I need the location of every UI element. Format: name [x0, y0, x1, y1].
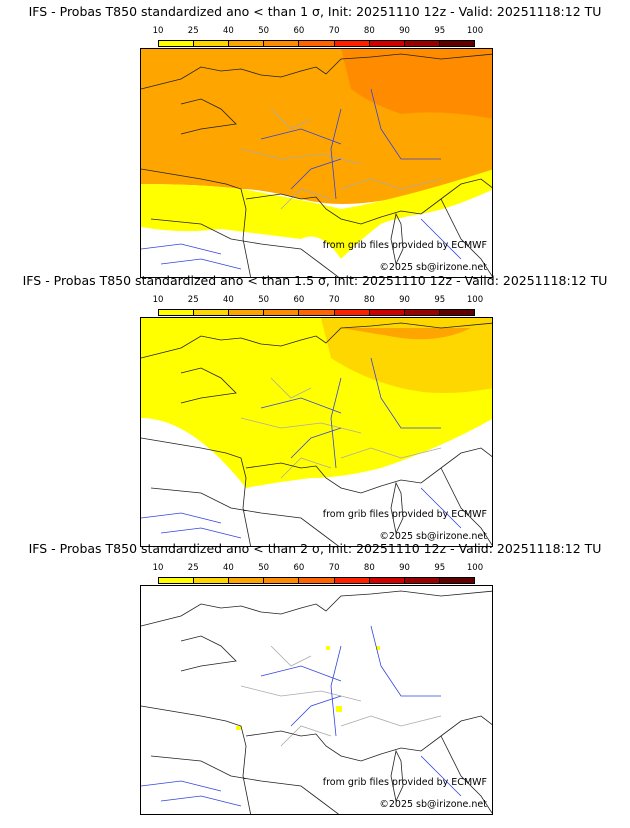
colorbar-swatch [439, 310, 474, 315]
colorbar-tick-label: 70 [328, 563, 340, 573]
borders [240, 377, 442, 479]
colorbar-tick-label: 70 [328, 26, 340, 36]
colorbar-tick-label: 40 [223, 26, 234, 36]
colorbar-tick-label: 80 [363, 295, 375, 305]
colorbar-tick-label: 40 [223, 563, 234, 573]
colorbar-swatch [334, 310, 370, 315]
colorbar-swatch [229, 41, 265, 46]
colorbar-swatch [334, 41, 370, 46]
map-panel: IFS - Probas T850 standardized ano < tha… [0, 537, 630, 815]
colorbar-swatch [159, 578, 195, 583]
colorbar-tick-label: 100 [466, 26, 484, 36]
probability-area [236, 646, 380, 730]
colorbar-swatch [229, 310, 265, 315]
colorbar-tick-label: 60 [293, 295, 305, 305]
borders [240, 108, 442, 210]
probability-area [341, 328, 471, 340]
colorbar-tick-label: 60 [293, 563, 305, 573]
colorbar-swatch [159, 310, 195, 315]
colorbar-tick-label: 50 [258, 563, 270, 573]
coastlines [141, 590, 492, 814]
colorbar-swatch [439, 578, 474, 583]
map-panel: IFS - Probas T850 standardized ano < tha… [0, 0, 630, 278]
colorbar: 10 25 40 50 60 70 80 90 95 100 [153, 295, 483, 316]
rivers [141, 625, 462, 807]
colorbar: 10 25 40 50 60 70 80 90 95 100 [153, 26, 483, 47]
copyright: ©2025 sb@irizone.net [379, 799, 487, 810]
colorbar-tick-label: 70 [328, 295, 340, 305]
colorbar-tick-label: 50 [258, 26, 270, 36]
colorbar-swatch [404, 578, 440, 583]
colorbar-swatch [404, 41, 440, 46]
colorbar-tick-label: 95 [434, 26, 446, 36]
panel-title: IFS - Probas T850 standardized ano < tha… [22, 273, 608, 288]
colorbar-swatch [369, 310, 405, 315]
colorbar-tick-label: 90 [399, 295, 410, 305]
coastlines [141, 53, 492, 277]
colorbar-swatch [334, 578, 370, 583]
colorbar-swatch [299, 578, 335, 583]
copyright: ©2025 sb@irizone.net [379, 531, 487, 542]
colorbar-tick-label: 80 [363, 563, 375, 573]
panel-title: IFS - Probas T850 standardized ano < tha… [28, 541, 602, 556]
colorbar-swatch [299, 41, 335, 46]
colorbar-tick-label: 100 [466, 295, 484, 305]
colorbar-tick-label: 60 [293, 26, 305, 36]
rivers [141, 88, 462, 270]
colorbar-tick-label: 10 [152, 295, 164, 305]
colorbar-tick-label: 50 [258, 295, 270, 305]
colorbar-tick-label: 25 [187, 26, 199, 36]
probability-area [341, 49, 492, 119]
colorbar-tick-label: 10 [152, 26, 164, 36]
source-credit: from grib files provided by ECMWF [322, 509, 487, 520]
rivers [141, 357, 462, 539]
colorbar-swatch [194, 578, 230, 583]
colorbar-swatch [159, 41, 195, 46]
colorbar-swatch [299, 310, 335, 315]
coastlines [141, 322, 492, 546]
borders [240, 645, 442, 747]
source-credit: from grib files provided by ECMWF [322, 240, 487, 251]
panel-title: IFS - Probas T850 standardized ano < tha… [28, 4, 602, 19]
probability-area [141, 169, 492, 259]
colorbar-swatch [369, 578, 405, 583]
colorbar-swatch [369, 41, 405, 46]
colorbar-tick-label: 95 [434, 295, 446, 305]
probability-map: from grib files provided by ECMWF ©2025 … [140, 48, 493, 278]
colorbar-tick-label: 40 [223, 295, 234, 305]
colorbar-swatch [194, 310, 230, 315]
colorbar: 10 25 40 50 60 70 80 90 95 100 [153, 563, 483, 584]
probability-map: from grib files provided by ECMWF ©2025 … [140, 317, 493, 547]
colorbar-tick-label: 25 [187, 295, 199, 305]
copyright: ©2025 sb@irizone.net [379, 262, 487, 273]
colorbar-swatch [264, 310, 300, 315]
colorbar-swatch [264, 578, 300, 583]
colorbar-swatch [194, 41, 230, 46]
colorbar-swatch [264, 41, 300, 46]
colorbar-tick-label: 80 [363, 26, 375, 36]
colorbar-tick-label: 100 [466, 563, 484, 573]
colorbar-swatch [439, 41, 474, 46]
colorbar-tick-label: 25 [187, 563, 199, 573]
probability-area [321, 318, 492, 393]
probability-map: from grib files provided by ECMWF ©2025 … [140, 585, 493, 815]
colorbar-swatch [229, 578, 265, 583]
colorbar-tick-label: 95 [434, 563, 446, 573]
source-credit: from grib files provided by ECMWF [322, 777, 487, 788]
colorbar-tick-label: 90 [399, 563, 410, 573]
map-panel: IFS - Probas T850 standardized ano < tha… [0, 269, 630, 547]
colorbar-swatch [404, 310, 440, 315]
colorbar-tick-label: 10 [152, 563, 164, 573]
colorbar-tick-label: 90 [399, 26, 410, 36]
